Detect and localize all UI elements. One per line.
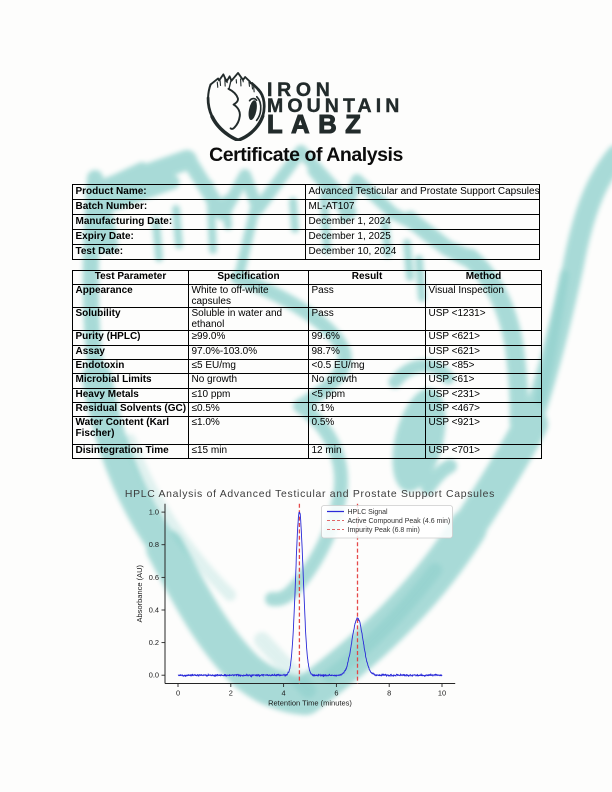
svg-text:0.8: 0.8 bbox=[149, 540, 159, 549]
svg-text:HPLC Analysis of Advanced Test: HPLC Analysis of Advanced Testicular and… bbox=[125, 489, 495, 500]
svg-text:HPLC Signal: HPLC Signal bbox=[348, 509, 389, 516]
svg-text:1.0: 1.0 bbox=[149, 508, 159, 517]
svg-text:Retention Time (minutes): Retention Time (minutes) bbox=[268, 699, 352, 708]
svg-text:0.6: 0.6 bbox=[149, 573, 159, 582]
svg-text:0: 0 bbox=[176, 689, 180, 698]
svg-text:6: 6 bbox=[334, 689, 338, 698]
svg-text:Absorbance (AU): Absorbance (AU) bbox=[135, 564, 144, 622]
svg-text:4: 4 bbox=[282, 689, 286, 698]
svg-text:8: 8 bbox=[387, 689, 391, 698]
svg-text:0.4: 0.4 bbox=[149, 606, 159, 615]
svg-text:2: 2 bbox=[229, 689, 233, 698]
svg-text:Impurity Peak (6.8 min): Impurity Peak (6.8 min) bbox=[348, 527, 420, 534]
svg-text:0.2: 0.2 bbox=[149, 638, 159, 647]
svg-text:Active Compound Peak (4.6 min): Active Compound Peak (4.6 min) bbox=[348, 518, 451, 525]
svg-text:10: 10 bbox=[438, 689, 446, 698]
svg-text:0.0: 0.0 bbox=[149, 671, 159, 680]
